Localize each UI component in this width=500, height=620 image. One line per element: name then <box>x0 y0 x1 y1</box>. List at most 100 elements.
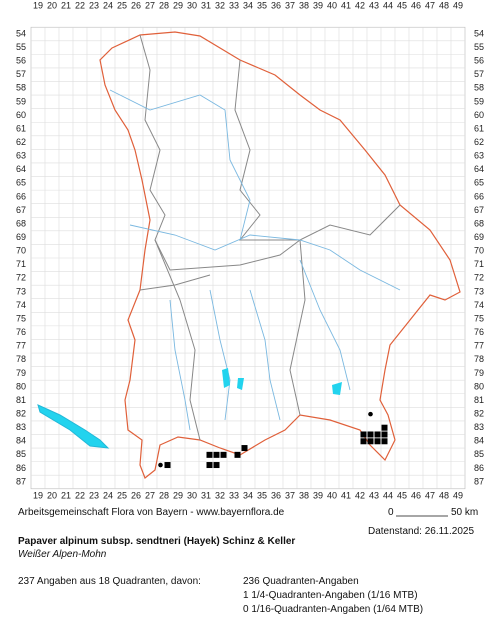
row-label: 58 <box>474 83 484 93</box>
row-label: 66 <box>16 191 26 201</box>
column-label: 32 <box>215 490 225 500</box>
grid <box>30 26 466 490</box>
column-label: 28 <box>159 490 169 500</box>
column-label: 40 <box>327 490 337 500</box>
row-label: 69 <box>474 232 484 242</box>
column-label: 20 <box>47 0 57 10</box>
row-label: 61 <box>16 123 26 133</box>
row-label: 55 <box>474 42 484 52</box>
credit: Arbeitsgemeinschaft Flora von Bayern - w… <box>18 507 285 518</box>
record-square <box>360 438 367 445</box>
row-label: 80 <box>16 381 26 391</box>
row-label: 60 <box>16 110 26 120</box>
row-label: 70 <box>16 246 26 256</box>
column-label: 19 <box>33 0 43 10</box>
column-label: 32 <box>215 0 225 10</box>
record-square <box>220 451 227 458</box>
column-label: 37 <box>285 0 295 10</box>
column-label: 42 <box>355 0 365 10</box>
date: Datenstand: 26.11.2025 <box>368 526 474 537</box>
row-label: 61 <box>474 123 484 133</box>
column-label: 22 <box>75 490 85 500</box>
lake-constance <box>37 404 110 449</box>
row-label: 56 <box>16 56 26 66</box>
column-label: 30 <box>187 490 197 500</box>
column-label: 24 <box>103 0 113 10</box>
record-dot <box>158 462 163 468</box>
lake <box>237 378 244 390</box>
row-label: 59 <box>16 96 26 106</box>
column-label: 46 <box>411 490 421 500</box>
record-square <box>381 424 388 431</box>
column-label: 39 <box>313 0 323 10</box>
row-label: 59 <box>474 96 484 106</box>
row-label: 64 <box>474 164 484 174</box>
column-label: 41 <box>341 490 351 500</box>
row-label: 86 <box>474 463 484 473</box>
column-label: 21 <box>61 490 71 500</box>
column-label: 43 <box>369 490 379 500</box>
row-label: 63 <box>16 151 26 161</box>
row-label: 78 <box>16 354 26 364</box>
row-label: 79 <box>16 368 26 378</box>
rivers <box>109 89 401 431</box>
row-label: 69 <box>16 232 26 242</box>
column-label: 29 <box>173 0 183 10</box>
column-label: 45 <box>397 490 407 500</box>
row-label: 72 <box>474 273 484 283</box>
column-label: 38 <box>299 490 309 500</box>
row-label: 71 <box>16 259 26 269</box>
row-label: 81 <box>16 395 26 405</box>
record-square <box>206 451 213 458</box>
record-square <box>206 462 213 469</box>
column-label: 44 <box>383 490 393 500</box>
district-borders <box>139 34 401 441</box>
summary: 237 Angaben aus 18 Quadranten, davon: <box>18 576 201 587</box>
breakdown: 1 1/4-Quadranten-Angaben (1/16 MTB) <box>243 590 418 601</box>
column-label: 43 <box>369 0 379 10</box>
column-label: 23 <box>89 0 99 10</box>
row-label: 60 <box>474 110 484 120</box>
row-label: 64 <box>16 164 26 174</box>
record-square <box>360 431 367 438</box>
column-label: 40 <box>327 0 337 10</box>
column-label: 27 <box>145 490 155 500</box>
row-label: 85 <box>16 449 26 459</box>
column-label: 31 <box>201 490 211 500</box>
column-label: 31 <box>201 0 211 10</box>
row-label: 86 <box>16 463 26 473</box>
row-label: 63 <box>474 151 484 161</box>
record-square <box>381 438 388 445</box>
row-label: 54 <box>474 28 484 38</box>
row-label: 67 <box>16 205 26 215</box>
column-label: 23 <box>89 490 99 500</box>
lake <box>222 368 230 388</box>
row-label: 62 <box>474 137 484 147</box>
column-label: 29 <box>173 490 183 500</box>
record-square <box>234 451 241 458</box>
record-square <box>241 445 248 452</box>
row-label: 65 <box>474 178 484 188</box>
row-label: 76 <box>474 327 484 337</box>
column-label: 19 <box>33 490 43 500</box>
row-label: 82 <box>16 408 26 418</box>
column-label: 35 <box>257 490 267 500</box>
column-label: 20 <box>47 490 57 500</box>
column-label: 37 <box>285 490 295 500</box>
row-label: 87 <box>16 476 26 486</box>
row-label: 80 <box>474 381 484 391</box>
common-name: Weißer Alpen-Mohn <box>18 549 107 560</box>
column-label: 38 <box>299 0 309 10</box>
title: Papaver alpinum subsp. sendtneri (Hayek)… <box>18 536 295 547</box>
row-label: 84 <box>16 436 26 446</box>
column-label: 27 <box>145 0 155 10</box>
row-label: 78 <box>474 354 484 364</box>
column-label: 22 <box>75 0 85 10</box>
column-label: 24 <box>103 490 113 500</box>
row-label: 77 <box>16 341 26 351</box>
breakdown: 0 1/16-Quadranten-Angaben (1/64 MTB) <box>243 604 423 615</box>
row-label: 81 <box>474 395 484 405</box>
record-square <box>164 462 171 469</box>
row-label: 67 <box>474 205 484 215</box>
